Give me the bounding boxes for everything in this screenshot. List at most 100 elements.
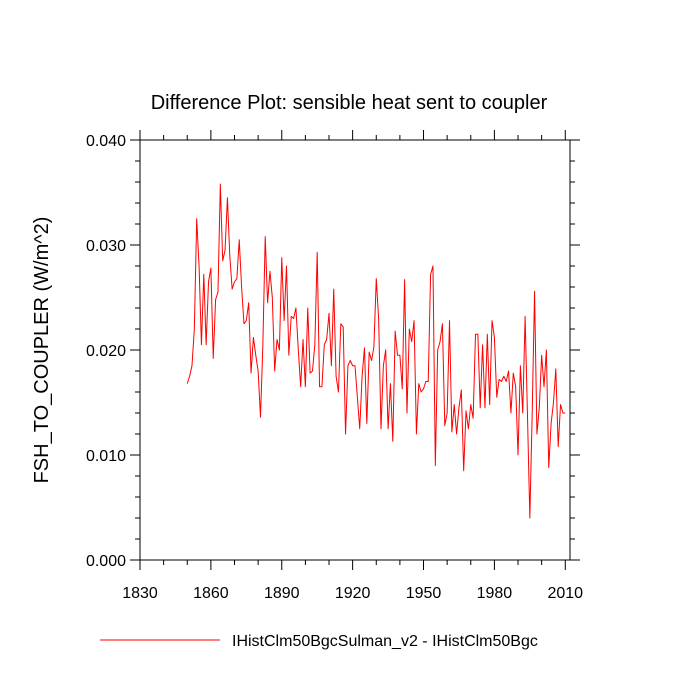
data-point-1992 — [522, 412, 524, 414]
data-point-1922 — [356, 396, 358, 398]
data-point-1870 — [233, 281, 235, 283]
data-point-1857 — [203, 273, 205, 275]
data-point-1890 — [281, 256, 283, 258]
data-point-1995 — [529, 517, 531, 519]
y-tick-label: 0.000 — [86, 553, 126, 570]
data-point-2004 — [550, 422, 552, 424]
data-point-1898 — [299, 386, 301, 388]
data-point-1928 — [370, 359, 372, 361]
data-point-1952 — [427, 380, 429, 382]
series-line — [186, 183, 566, 519]
axis-ticks — [130, 130, 580, 570]
data-point-1975 — [481, 344, 483, 346]
data-point-1902 — [309, 372, 311, 374]
data-point-1919 — [349, 359, 351, 361]
data-point-1960 — [446, 412, 448, 414]
data-point-1913 — [335, 375, 337, 377]
data-point-1989 — [514, 386, 516, 388]
data-point-2010 — [564, 412, 566, 414]
data-point-1965 — [458, 407, 460, 409]
data-point-1951 — [425, 380, 427, 382]
data-point-1894 — [290, 315, 292, 317]
data-point-1923 — [359, 428, 361, 430]
data-point-2009 — [562, 412, 564, 414]
data-point-1879 — [255, 354, 257, 356]
data-point-1883 — [264, 235, 266, 237]
data-point-1977 — [486, 333, 488, 335]
data-point-1860 — [210, 267, 212, 269]
data-point-1963 — [453, 403, 455, 405]
x-tick-label: 1980 — [477, 585, 513, 602]
x-tick-label: 2010 — [547, 585, 583, 602]
data-point-1927 — [368, 351, 370, 353]
data-point-1912 — [333, 288, 335, 290]
data-point-1957 — [439, 340, 441, 342]
legend-label: IHistClm50BgcSulman_v2 - IHistClm50Bgc — [232, 633, 538, 650]
data-point-1900 — [304, 386, 306, 388]
data-point-1867 — [226, 197, 228, 199]
data-point-1973 — [477, 333, 479, 335]
data-point-2006 — [555, 368, 557, 370]
data-point-1929 — [373, 346, 375, 348]
data-point-1942 — [403, 278, 405, 280]
data-point-1956 — [436, 349, 438, 351]
data-point-1878 — [252, 336, 254, 338]
data-point-1924 — [361, 375, 363, 377]
data-point-1871 — [236, 277, 238, 279]
data-point-1980 — [493, 336, 495, 338]
data-point-1948 — [418, 382, 420, 384]
data-point-1984 — [503, 375, 505, 377]
data-point-1921 — [354, 365, 356, 367]
data-point-1892 — [285, 265, 287, 267]
data-point-1884 — [266, 302, 268, 304]
data-point-1999 — [538, 407, 540, 409]
data-point-1885 — [269, 270, 271, 272]
data-point-1932 — [380, 428, 382, 430]
data-point-1853 — [193, 328, 195, 330]
plot-frame — [139, 139, 571, 561]
legend: IHistClm50BgcSulman_v2 - IHistClm50Bgc — [100, 633, 538, 650]
data-point-1868 — [229, 254, 231, 256]
data-point-1998 — [536, 433, 538, 435]
data-point-1882 — [262, 344, 264, 346]
data-point-1886 — [271, 296, 273, 298]
data-point-1854 — [196, 218, 198, 220]
data-point-1969 — [467, 428, 469, 430]
data-point-1983 — [500, 380, 502, 382]
data-point-1864 — [219, 183, 221, 185]
data-point-1940 — [399, 354, 401, 356]
data-point-1993 — [524, 315, 526, 317]
data-point-1887 — [273, 370, 275, 372]
data-point-1953 — [429, 273, 431, 275]
data-point-1850 — [186, 382, 188, 384]
y-tick-label: 0.010 — [86, 448, 126, 465]
data-point-1996 — [531, 412, 533, 414]
data-point-1936 — [389, 382, 391, 384]
data-point-1939 — [396, 354, 398, 356]
data-point-1949 — [420, 391, 422, 393]
data-point-1990 — [517, 454, 519, 456]
data-point-1905 — [316, 251, 318, 253]
data-point-1954 — [432, 265, 434, 267]
data-point-1981 — [496, 396, 498, 398]
data-point-1967 — [462, 470, 464, 472]
data-point-1958 — [441, 323, 443, 325]
data-point-1865 — [221, 260, 223, 262]
data-point-1964 — [455, 433, 457, 435]
data-point-1985 — [505, 380, 507, 382]
data-point-1918 — [347, 365, 349, 367]
data-point-1895 — [292, 317, 294, 319]
data-point-1979 — [491, 319, 493, 321]
data-point-1858 — [205, 344, 207, 346]
data-point-1974 — [479, 407, 481, 409]
data-point-1972 — [474, 333, 476, 335]
data-point-1915 — [340, 323, 342, 325]
data-point-1862 — [214, 298, 216, 300]
data-point-1920 — [351, 365, 353, 367]
data-point-1943 — [406, 412, 408, 414]
data-point-1947 — [415, 433, 417, 435]
data-point-1888 — [276, 338, 278, 340]
data-point-1961 — [448, 319, 450, 321]
y-tick-label: 0.030 — [86, 238, 126, 255]
data-point-1855 — [198, 265, 200, 267]
